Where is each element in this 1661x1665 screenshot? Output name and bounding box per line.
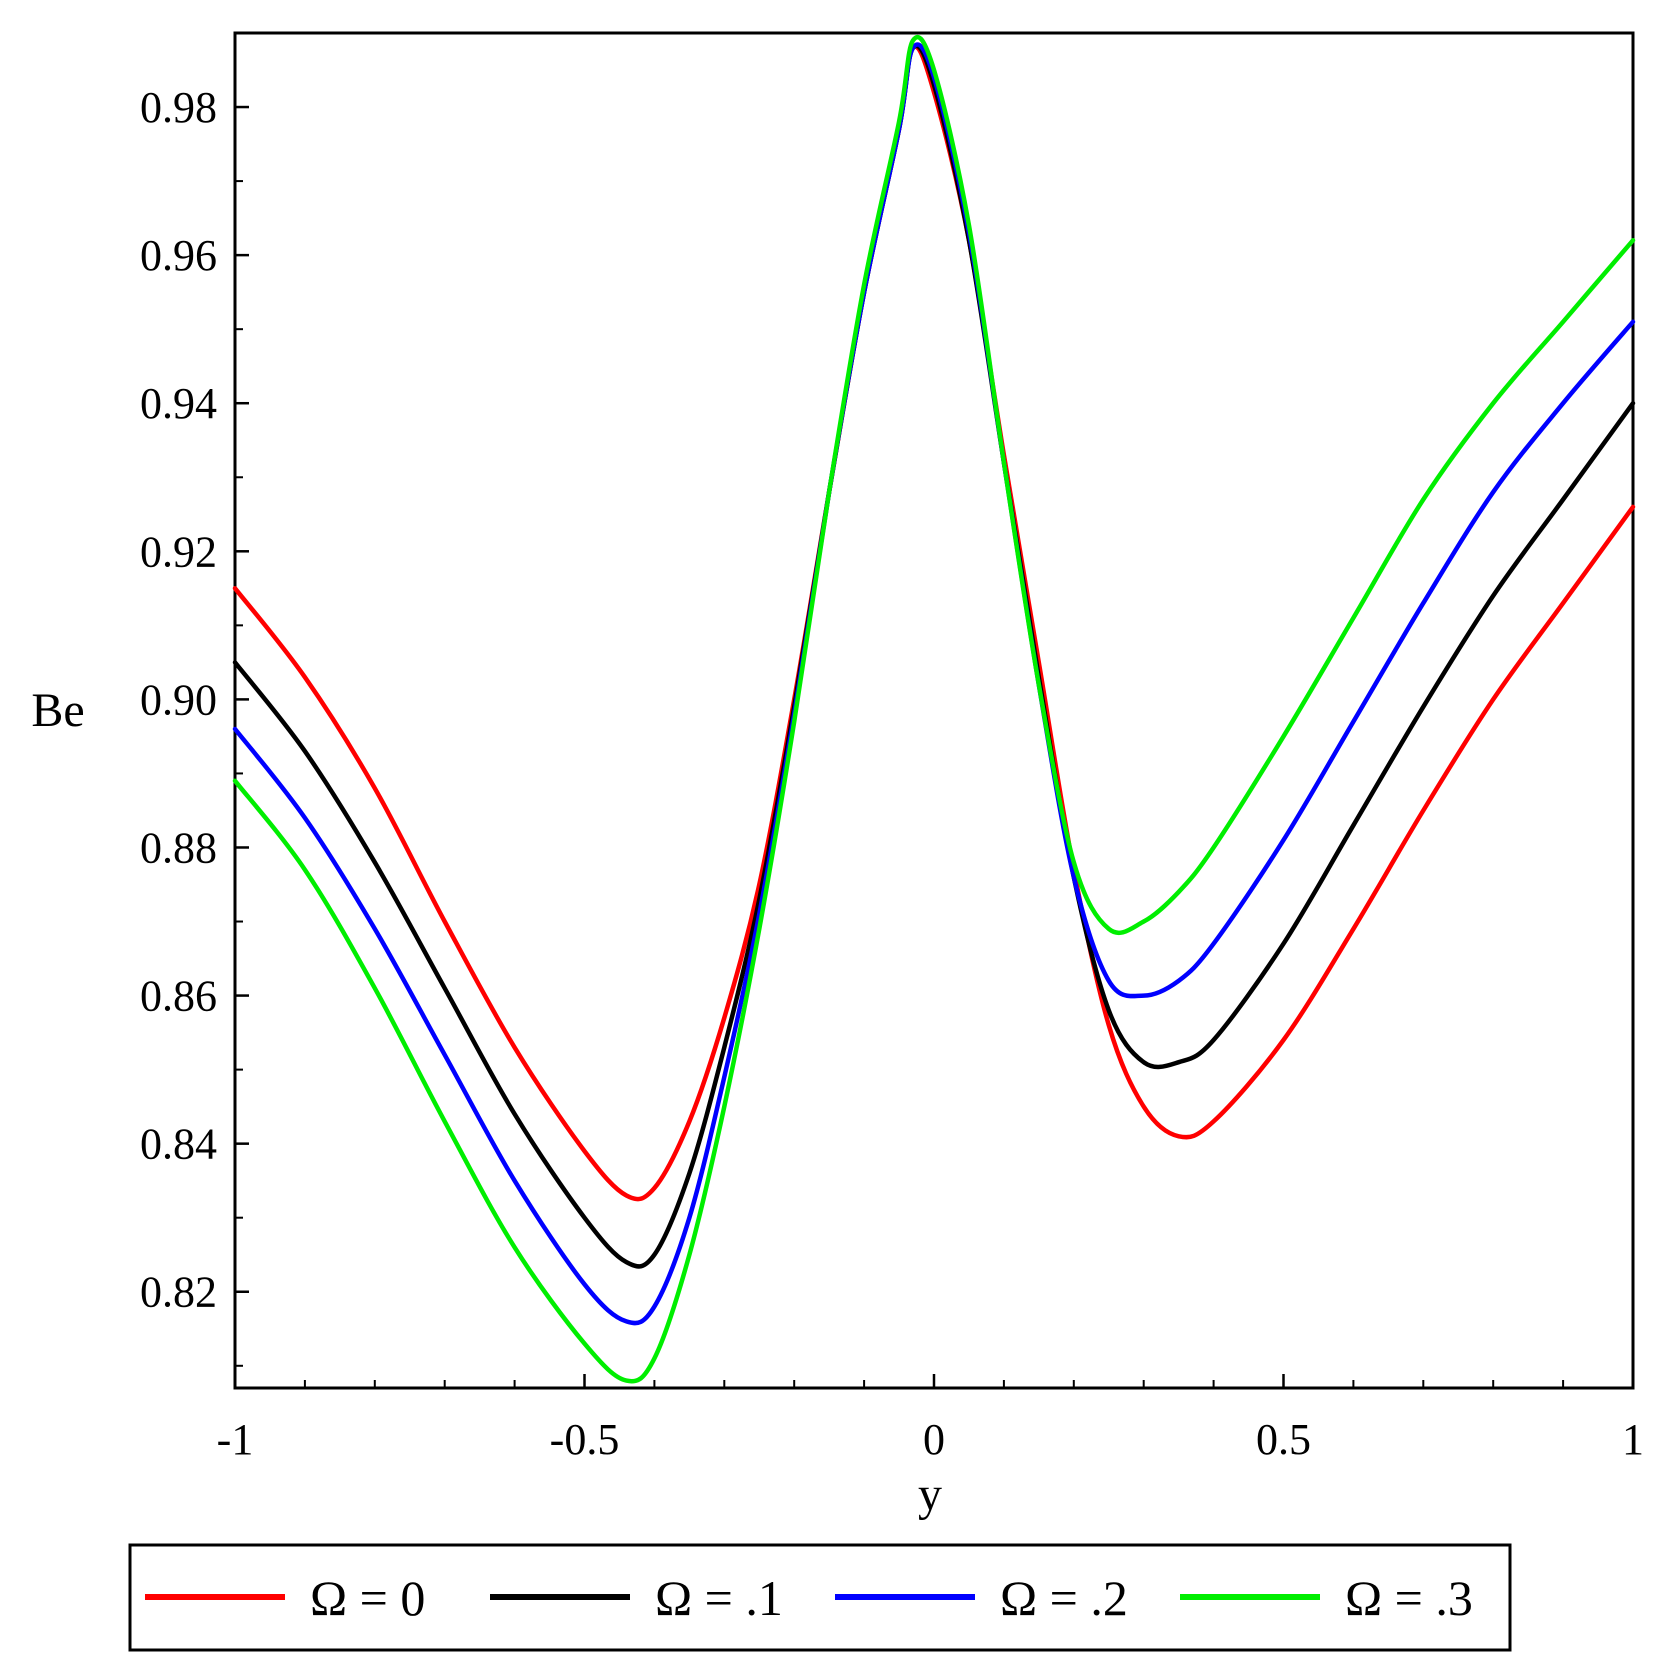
x-tick-label: 1 [1622, 1415, 1644, 1464]
legend-label-4: Ω = .3 [1345, 1570, 1473, 1626]
x-tick-label: 0 [923, 1415, 945, 1464]
y-tick-label: 0.92 [140, 527, 217, 576]
series-line-2 [232, 43, 1636, 1269]
x-tick-label: -1 [217, 1415, 254, 1464]
legend-label-2: Ω = .1 [655, 1570, 783, 1626]
y-tick-label: 0.90 [140, 675, 217, 724]
y-axis-title: Be [31, 684, 84, 737]
legend-label-1: Ω = 0 [310, 1570, 425, 1626]
y-tick-label: 0.88 [140, 823, 217, 872]
y-tick-label: 0.82 [140, 1268, 217, 1317]
series-lines [232, 34, 1636, 1384]
y-tick-label: 0.94 [140, 379, 217, 428]
y-tick-label: 0.86 [140, 972, 217, 1021]
x-tick-label: 0.5 [1256, 1415, 1311, 1464]
series-line-3 [232, 42, 1636, 1326]
y-tick-label: 0.98 [140, 83, 217, 132]
y-tick-label: 0.96 [140, 231, 217, 280]
legend: Ω = 0 Ω = .1 Ω = .2 Ω = .3 [128, 1543, 1512, 1652]
series-line-1 [232, 44, 1636, 1202]
series-line-4 [232, 34, 1636, 1384]
y-axis-ticks: 0.82 0.84 0.86 0.88 0.90 0.92 0.94 0.96 0.98 [140, 83, 249, 1367]
legend-items: Ω = 0 Ω = .1 Ω = .2 Ω = .3 [145, 1570, 1473, 1626]
x-axis-ticks: -1 -0.5 0 0.5 1 [217, 1374, 1644, 1464]
legend-label-3: Ω = .2 [1000, 1570, 1128, 1626]
x-tick-label: -0.5 [550, 1415, 620, 1464]
y-tick-label: 0.84 [140, 1120, 217, 1169]
x-axis-title: y [918, 1468, 942, 1521]
